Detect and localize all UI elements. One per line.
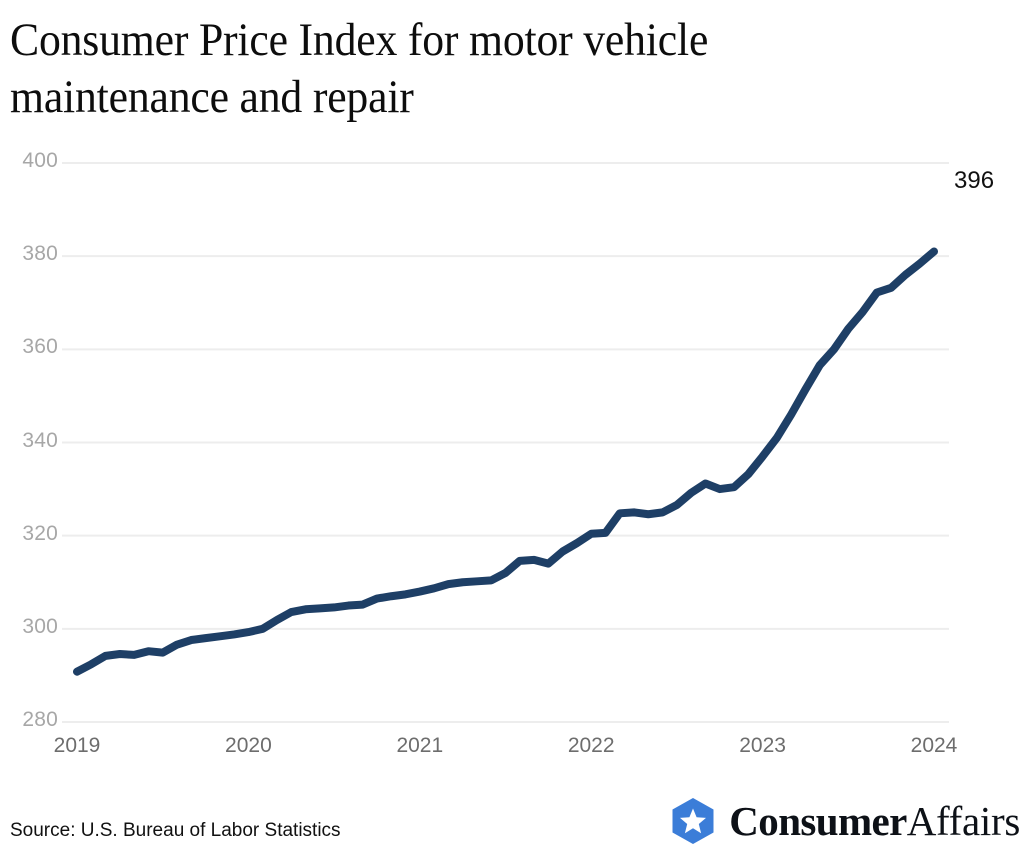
y-axis-tick-label: 300 (22, 614, 58, 638)
brand-name-bold: Consumer (729, 797, 907, 844)
x-axis-tick-label: 2024 (910, 734, 958, 757)
data-series-group (73, 247, 938, 676)
x-axis-tick-label: 2019 (53, 734, 101, 757)
hexagon-star-icon (672, 798, 714, 844)
y-axis-tick-label: 380 (22, 242, 58, 266)
source-note: Source: U.S. Bureau of Labor Statistics (10, 820, 341, 841)
y-axis-tick-label: 320 (22, 521, 58, 545)
brand-wordmark: ConsumerAffairs (729, 797, 1021, 844)
gridlines-group (62, 162, 949, 723)
x-axis-labels: 2019 2020 2021 2022 2023 2024 (0, 734, 1024, 768)
y-axis-tick-label: 280 (22, 708, 58, 731)
brand-name-light: Affairs (906, 797, 1021, 844)
x-axis-tick-label: 2020 (225, 734, 272, 757)
x-axis-tick-label: 2022 (567, 734, 615, 757)
x-axis-tick-label: 2021 (396, 734, 444, 757)
chart-plot-area: 280 300 320 340 360 380 400 2019 2020 2021 2022 20… (0, 0, 1024, 790)
y-axis-tick-label: 400 (22, 149, 58, 172)
y-axis-labels: 280 300 320 340 360 380 400 (0, 0, 58, 790)
x-axis-tick-label: 2023 (739, 734, 786, 757)
line-chart-svg (62, 162, 949, 723)
series-line (73, 247, 938, 676)
chart-footer: Source: U.S. Bureau of Labor Statistics … (0, 788, 1024, 856)
y-axis-tick-label: 340 (22, 428, 58, 452)
brand-logo: ConsumerAffairs (667, 792, 1020, 850)
endpoint-value-label: 396 (954, 166, 995, 194)
y-axis-tick-label: 360 (22, 335, 58, 359)
page-title: Consumer Price Index for motor vehicle m… (10, 14, 709, 123)
